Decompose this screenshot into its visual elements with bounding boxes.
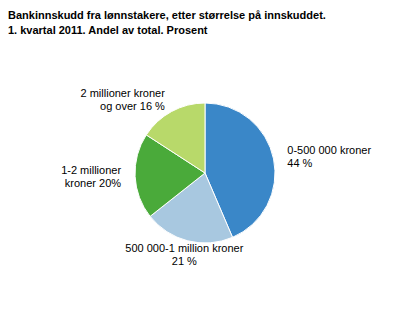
svg-text:2 millioner kronerog over 16 %: 2 millioner kronerog over 16 % [81, 87, 166, 112]
html-text:1. kvartal 2011. Andel av tota: 1. kvartal 2011. Andel av total. Prosent [8, 24, 208, 36]
svg-text:500 000-1 million kroner21 %: 500 000-1 million kroner21 % [125, 242, 243, 267]
svg-text:1-2 millionerkroner 20%: 1-2 millionerkroner 20% [61, 164, 121, 189]
svg-text:0-500 000 kroner44 %: 0-500 000 kroner44 % [287, 144, 371, 169]
html-text:Bankinnskudd fra lønnstakere,: Bankinnskudd fra lønnstakere, etter stør… [8, 9, 326, 21]
